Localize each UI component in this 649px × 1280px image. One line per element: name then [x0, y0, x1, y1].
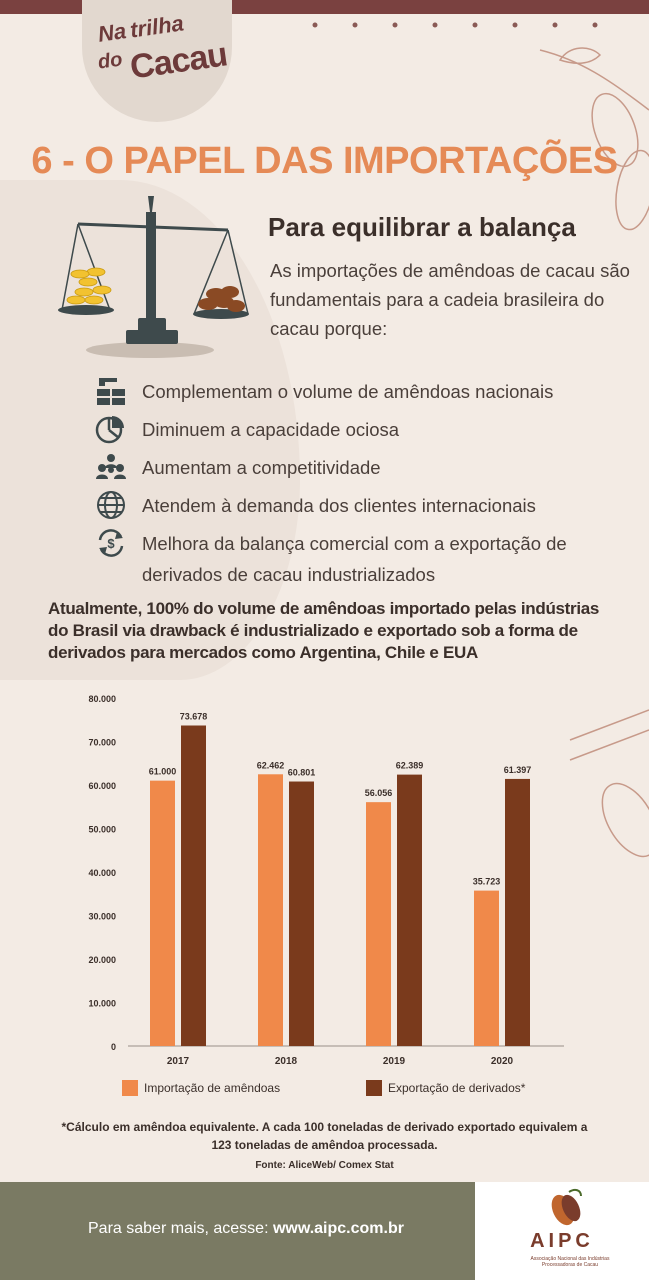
- reason-item: Complementam o volume de amêndoas nacion…: [94, 376, 634, 407]
- reason-text: Melhora da balança comercial com a expor…: [142, 533, 567, 585]
- bar-value-label: 62.389: [396, 761, 424, 771]
- footnote: *Cálculo em amêndoa equivalente. A cada …: [61, 1120, 588, 1152]
- legend-swatch: [366, 1080, 382, 1096]
- logo-word-trilha: trilha: [128, 10, 186, 43]
- logo-word-do: do: [96, 48, 124, 74]
- footer-url-link[interactable]: www.aipc.com.br: [272, 1220, 404, 1237]
- reason-item: Atendem à demanda dos clientes internaci…: [94, 490, 634, 521]
- y-tick-label: 30.000: [88, 912, 116, 922]
- bar-importacao-2019: [366, 802, 391, 1046]
- bar-exportacao-2018: [289, 781, 314, 1046]
- legend-item-exportacao: Exportação de derivados*: [366, 1080, 525, 1096]
- logo-badge: [82, 0, 232, 122]
- y-tick-label: 70.000: [88, 738, 116, 748]
- bar-value-label: 60.801: [288, 768, 316, 778]
- legend-label: Exportação de derivados*: [388, 1081, 526, 1095]
- bar-importacao-2017: [150, 780, 175, 1046]
- x-tick-label: 2020: [491, 1056, 514, 1067]
- decorative-dots: [312, 22, 598, 28]
- bar-value-label: 56.056: [365, 788, 393, 798]
- bar-exportacao-2020: [505, 778, 530, 1046]
- aipc-logo-box: AIPC Associação Nacional das Indústrias …: [475, 1182, 649, 1280]
- source-credit: Fonte: AliceWeb/ Comex Stat: [255, 1160, 394, 1171]
- legend-item-importacao: Importação de amêndoas: [122, 1080, 280, 1096]
- people-group-icon: [94, 452, 128, 482]
- x-tick-label: 2019: [383, 1056, 406, 1067]
- y-tick-label: 60.000: [88, 781, 116, 791]
- bar-exportacao-2017: [181, 725, 206, 1046]
- legend-label: Importação de amêndoas: [144, 1081, 281, 1095]
- x-tick-label: 2017: [167, 1056, 190, 1067]
- balance-scale-icon: [58, 196, 249, 358]
- x-tick-label: 2018: [275, 1056, 298, 1067]
- y-tick-label: 20.000: [88, 955, 116, 965]
- reason-item: $ Melhora da balança comercial com a exp…: [94, 528, 634, 590]
- reason-item: Aumentam a competitividade: [94, 452, 634, 483]
- footer-link-text: Para saber mais, acesse: www.aipc.com.br: [88, 1220, 404, 1238]
- legend-swatch: [122, 1080, 138, 1096]
- y-tick-label: 10.000: [88, 999, 116, 1009]
- currency-exchange-icon: $: [94, 528, 128, 558]
- cacao-sketch-right: [569, 709, 649, 858]
- y-tick-label: 50.000: [88, 825, 116, 835]
- cacao-sketch-top-right: [539, 47, 649, 231]
- logo-word-na: Na: [96, 18, 128, 47]
- reason-text: Aumentam a competitividade: [142, 457, 381, 478]
- warehouse-boxes-icon: [94, 376, 128, 406]
- logo-word-cacau: Cacau: [127, 35, 230, 87]
- cacao-pod-icon: [551, 1188, 582, 1226]
- bar-value-label: 35.723: [473, 877, 501, 887]
- y-tick-label: 80.000: [88, 694, 116, 704]
- logo-na-trilha-do-cacau: Na trilha do Cacau: [96, 10, 229, 102]
- reason-text: Diminuem a capacidade ociosa: [142, 419, 400, 440]
- bar-value-label: 62.462: [257, 760, 285, 770]
- reason-text: Atendem à demanda dos clientes internaci…: [142, 495, 536, 516]
- chart-legend: Importação de amêndoas Exportação de der…: [120, 1080, 620, 1100]
- y-tick-label: 40.000: [88, 868, 116, 878]
- bar-exportacao-2019: [397, 774, 422, 1046]
- reason-item: Diminuem a capacidade ociosa: [94, 414, 634, 445]
- globe-icon: [94, 490, 128, 520]
- reason-text: Complementam o volume de amêndoas nacion…: [142, 381, 554, 402]
- footer-prefix: Para saber mais, acesse:: [88, 1220, 273, 1237]
- aipc-brand-subtitle: Associação Nacional das Indústrias Proce…: [530, 1256, 610, 1268]
- highlight-text: Atualmente, 100% do volume de amêndoas i…: [48, 599, 600, 662]
- bar-value-label: 73.678: [180, 712, 208, 722]
- svg-text:$: $: [107, 536, 115, 551]
- y-tick-label: 0: [111, 1042, 116, 1052]
- aipc-brand: AIPC: [530, 1230, 594, 1252]
- bar-chart: 0 10.000 20.000 30.000 40.000 50.000 60.000 70.…: [88, 694, 564, 1067]
- bar-importacao-2020: [474, 890, 499, 1046]
- bar-importacao-2018: [258, 774, 283, 1046]
- bar-value-label: 61.000: [149, 767, 177, 777]
- page-title: 6 - O PAPEL DAS IMPORTAÇÕES: [31, 140, 618, 182]
- section-subtitle: Para equilibrar a balança: [268, 212, 576, 242]
- pie-chart-icon: [94, 414, 128, 444]
- intro-text: As importações de amêndoas de cacau são …: [270, 260, 630, 339]
- bar-value-label: 61.397: [504, 765, 532, 775]
- reasons-list: Complementam o volume de amêndoas nacion…: [94, 376, 634, 597]
